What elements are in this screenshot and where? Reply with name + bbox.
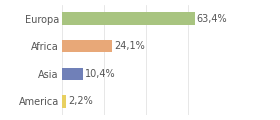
Text: 10,4%: 10,4%: [85, 69, 116, 79]
Text: 63,4%: 63,4%: [197, 14, 227, 24]
Bar: [62, 12, 195, 25]
Text: 2,2%: 2,2%: [68, 96, 93, 106]
Bar: [62, 68, 83, 80]
Bar: [62, 40, 112, 52]
Bar: [62, 95, 66, 108]
Text: 24,1%: 24,1%: [114, 41, 145, 51]
